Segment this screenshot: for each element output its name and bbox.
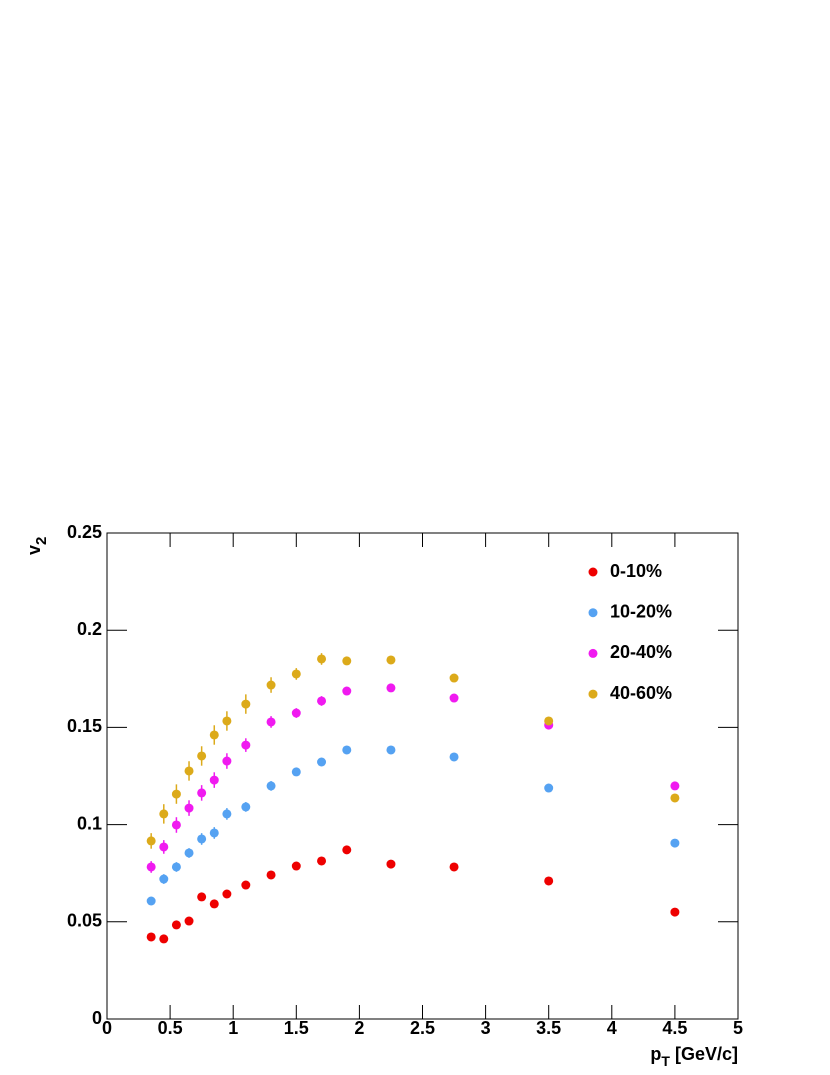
point	[159, 809, 169, 819]
legend-label: 40-60%	[610, 683, 672, 703]
point	[241, 802, 251, 812]
x-tick-label: 2.5	[410, 1018, 435, 1038]
point	[544, 783, 554, 793]
x-tick-label: 2	[354, 1018, 364, 1038]
point	[449, 862, 459, 872]
point	[449, 693, 459, 703]
point	[171, 820, 181, 830]
point	[222, 809, 232, 819]
legend-label: 20-40%	[610, 642, 672, 662]
legend-marker	[588, 689, 598, 699]
point	[146, 836, 156, 846]
point	[159, 874, 169, 884]
point	[197, 834, 207, 844]
point	[159, 934, 169, 944]
point	[317, 757, 327, 767]
point	[197, 892, 207, 902]
point	[209, 899, 219, 909]
point	[317, 696, 327, 706]
point	[184, 766, 194, 776]
x-tick-label: 1.5	[284, 1018, 309, 1038]
point	[222, 716, 232, 726]
point	[209, 775, 219, 785]
point	[171, 862, 181, 872]
legend-marker	[588, 608, 598, 618]
y-tick-label: 0.1	[77, 813, 102, 833]
y-tick-label: 0.25	[67, 522, 102, 542]
point	[317, 856, 327, 866]
point	[266, 680, 276, 690]
y-axis-label-main: v	[24, 545, 44, 555]
point	[197, 751, 207, 761]
point	[342, 686, 352, 696]
point	[209, 730, 219, 740]
x-axis-label-sub: T	[661, 1053, 670, 1069]
point	[670, 793, 680, 803]
point	[291, 669, 301, 679]
y-tick-label: 0.15	[67, 716, 102, 736]
x-tick-label: 0.5	[158, 1018, 183, 1038]
y-tick-label: 0.05	[67, 911, 102, 931]
point	[241, 740, 251, 750]
point	[146, 862, 156, 872]
legend-label: 0-10%	[610, 561, 662, 581]
point	[291, 861, 301, 871]
y-axis-label-sub: 2	[33, 537, 50, 545]
point	[291, 767, 301, 777]
point	[184, 916, 194, 926]
x-tick-label: 1	[228, 1018, 238, 1038]
point	[670, 907, 680, 917]
point	[241, 699, 251, 709]
point	[159, 842, 169, 852]
x-tick-label: 4.5	[662, 1018, 687, 1038]
point	[342, 845, 352, 855]
x-axis-label-main: p	[650, 1044, 661, 1064]
point	[197, 788, 207, 798]
point	[342, 656, 352, 666]
point	[386, 745, 396, 755]
y-tick-label: 0	[92, 1008, 102, 1028]
point	[342, 745, 352, 755]
legend-marker	[588, 567, 598, 577]
point	[670, 838, 680, 848]
legend-label: 10-20%	[610, 601, 672, 621]
point	[449, 673, 459, 683]
x-tick-label: 4	[607, 1018, 617, 1038]
point	[386, 859, 396, 869]
x-tick-label: 0	[102, 1018, 112, 1038]
point	[386, 683, 396, 693]
point	[146, 932, 156, 942]
point	[222, 756, 232, 766]
legend-marker	[588, 648, 598, 658]
point	[449, 752, 459, 762]
x-axis-label: pT [GeV/c]	[650, 1044, 738, 1069]
point	[146, 896, 156, 906]
y-axis-label: v2	[24, 537, 50, 555]
point	[317, 654, 327, 664]
x-axis-label-rest: [GeV/c]	[670, 1044, 738, 1064]
point	[544, 876, 554, 886]
point	[184, 803, 194, 813]
point	[266, 717, 276, 727]
point	[291, 708, 301, 718]
x-tick-label: 5	[733, 1018, 743, 1038]
point	[184, 848, 194, 858]
point	[266, 870, 276, 880]
point	[222, 889, 232, 899]
x-tick-label: 3.5	[536, 1018, 561, 1038]
y-tick-label: 0.2	[77, 619, 102, 639]
point	[670, 781, 680, 791]
point	[544, 716, 554, 726]
point	[171, 920, 181, 930]
point	[386, 655, 396, 665]
point	[171, 789, 181, 799]
point	[266, 781, 276, 791]
point	[209, 828, 219, 838]
x-tick-label: 3	[481, 1018, 491, 1038]
point	[241, 880, 251, 890]
